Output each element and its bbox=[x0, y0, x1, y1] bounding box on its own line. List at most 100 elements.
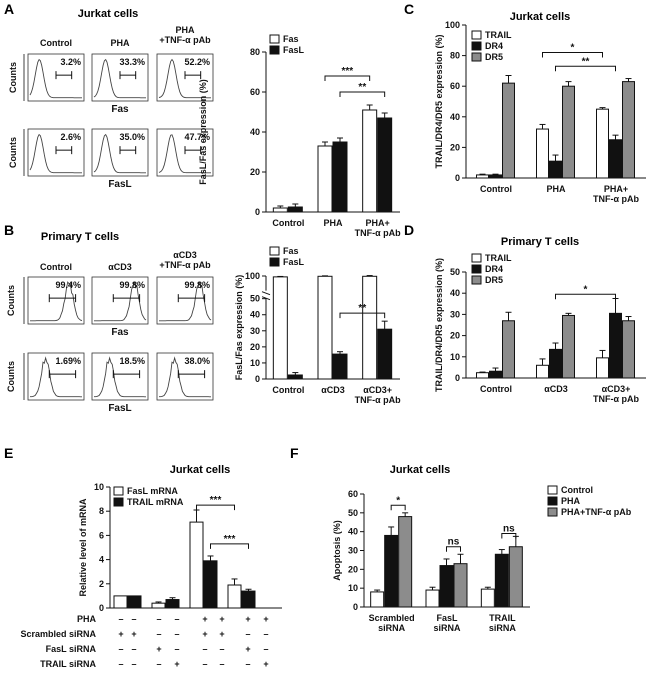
fasl-axis-label: FasL bbox=[108, 403, 131, 414]
y-tick-label: 40 bbox=[348, 527, 358, 537]
histogram-box bbox=[156, 352, 214, 401]
gate-percentage: 99.8% bbox=[184, 280, 210, 290]
significance-bracket bbox=[210, 543, 249, 549]
axis-break-mark bbox=[261, 291, 271, 296]
bar bbox=[549, 348, 562, 379]
bar bbox=[362, 275, 378, 380]
chart-f: 0 10 20 30 40 50 60 Apoptosis (%) Scrambled siRNA… bbox=[332, 485, 632, 633]
bar bbox=[272, 276, 288, 380]
legend-swatch bbox=[547, 507, 558, 517]
legend-label: PHA bbox=[561, 496, 581, 506]
bar bbox=[476, 372, 489, 379]
gate-percentage: 33.3% bbox=[119, 57, 145, 67]
panel-c-title: Jurkat cells bbox=[510, 11, 571, 23]
bar bbox=[622, 81, 635, 179]
significance-bracket bbox=[339, 312, 386, 319]
category-label: αCD3 bbox=[321, 385, 345, 395]
panel-d-title: Primary T cells bbox=[501, 236, 579, 248]
y-tick-label: 60 bbox=[250, 87, 260, 97]
bar bbox=[549, 160, 562, 179]
histogram-curve bbox=[93, 133, 146, 174]
fasl-axis-label: FasL bbox=[108, 179, 131, 190]
gate-percentage: 99.8% bbox=[119, 280, 145, 290]
panel-e-title: Jurkat cells bbox=[170, 464, 231, 476]
bar bbox=[203, 560, 218, 609]
treatment-sign: + bbox=[118, 629, 123, 639]
category-label: αCD3 bbox=[544, 384, 568, 394]
gate-percentage: 18.5% bbox=[119, 356, 145, 366]
panel-letter-b: B bbox=[4, 222, 14, 238]
treatment-sign: – bbox=[219, 644, 224, 654]
legend-swatch bbox=[471, 264, 482, 274]
fas-axis-label: Fas bbox=[111, 104, 129, 115]
significance-bracket bbox=[339, 91, 386, 97]
y-tick-label: 40 bbox=[450, 288, 460, 298]
category-label: Control bbox=[480, 184, 512, 194]
histogram-box bbox=[156, 128, 214, 177]
legend-swatch bbox=[269, 45, 280, 55]
category-label: PHA+ TNF-α pAb bbox=[593, 184, 640, 204]
treatment-sign: – bbox=[245, 659, 250, 669]
counts-axis-label: Counts bbox=[8, 137, 18, 168]
histogram-curve bbox=[158, 134, 211, 174]
treatment-sign: + bbox=[156, 644, 161, 654]
significance-label: ** bbox=[582, 56, 590, 67]
gate-percentage: 52.2% bbox=[184, 57, 210, 67]
category-label: FasL siRNA bbox=[433, 613, 461, 633]
significance-label: *** bbox=[210, 495, 222, 506]
y-tick-label: 80 bbox=[250, 47, 260, 57]
y-tick-label: 50 bbox=[450, 267, 460, 277]
significance-bracket bbox=[446, 546, 461, 552]
significance-label: ** bbox=[358, 82, 366, 93]
significance-label: * bbox=[396, 495, 400, 506]
treatment-sign: – bbox=[263, 629, 268, 639]
legend-label: TRAIL bbox=[485, 253, 512, 263]
y-axis-label: TRAIL/DR4/DR5 expression (%) bbox=[434, 258, 444, 392]
legend-swatch bbox=[471, 52, 482, 62]
legend-label: Fas bbox=[283, 246, 299, 256]
bar bbox=[502, 320, 515, 379]
legend-label: FasL mRNA bbox=[127, 486, 178, 496]
bar bbox=[113, 595, 128, 609]
y-tick-label: 10 bbox=[94, 482, 104, 492]
bar bbox=[508, 546, 523, 608]
bar bbox=[287, 374, 303, 380]
treatment-row-label: PHA bbox=[77, 614, 97, 624]
bar bbox=[189, 521, 204, 609]
y-tick-label: 40 bbox=[450, 112, 460, 122]
legend-swatch bbox=[547, 496, 558, 506]
legend-swatch bbox=[269, 34, 280, 44]
histogram-curve bbox=[159, 281, 212, 322]
panel-letter-f: F bbox=[290, 445, 299, 461]
bar bbox=[287, 206, 303, 213]
treatment-sign: – bbox=[174, 629, 179, 639]
chart-a: 0 20 40 60 80 FasL/Fas expression (%) Control P… bbox=[198, 34, 401, 238]
histogram-box bbox=[91, 53, 149, 102]
y-tick-label: 0 bbox=[255, 207, 260, 217]
bar bbox=[562, 85, 575, 179]
treatment-sign: – bbox=[118, 644, 123, 654]
category-label: PHA bbox=[323, 218, 343, 228]
flow-col-label: PHA +TNF-α pAb bbox=[159, 25, 211, 45]
treatment-row-label: Scrambled siRNA bbox=[20, 629, 96, 639]
treatment-sign: + bbox=[263, 614, 268, 624]
histogram-box bbox=[91, 352, 149, 401]
y-tick-label: 80 bbox=[450, 51, 460, 61]
bar bbox=[377, 328, 393, 380]
y-tick-label: 30 bbox=[450, 309, 460, 319]
bar bbox=[370, 591, 385, 608]
y-tick-label: 2 bbox=[99, 579, 104, 589]
bar bbox=[384, 534, 399, 608]
category-label: PHA bbox=[546, 184, 566, 194]
bar bbox=[476, 174, 489, 179]
bar bbox=[317, 275, 333, 380]
flow-col-label: PHA bbox=[110, 38, 130, 48]
y-tick-label: 10 bbox=[450, 352, 460, 362]
bar bbox=[502, 82, 515, 179]
panel-letter-a: A bbox=[4, 1, 14, 17]
legend-label: Control bbox=[561, 485, 593, 495]
y-tick-label: 20 bbox=[450, 142, 460, 152]
category-label: Control bbox=[480, 384, 512, 394]
